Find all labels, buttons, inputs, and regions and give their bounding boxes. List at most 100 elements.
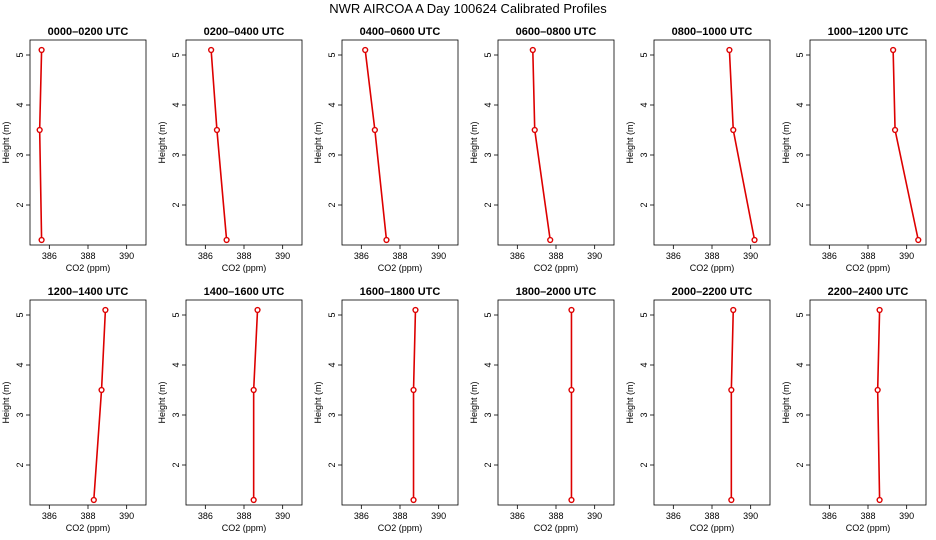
data-point [876,496,883,504]
panel-title: 2200–2400 UTC [828,286,909,298]
x-axis-label: CO2 (ppm) [378,523,423,533]
panel-title: 2000–2200 UTC [672,286,753,298]
y-tick-label: 4 [171,102,181,107]
x-tick-label: 390 [587,251,602,261]
x-axis-label: CO2 (ppm) [378,263,423,273]
panel-title: 0000–0200 UTC [48,26,129,38]
x-tick-label: 388 [548,511,563,521]
panel-title: 0200–0400 UTC [204,26,285,38]
x-axis-label: CO2 (ppm) [66,523,111,533]
y-axis-label: Height (m) [625,381,635,423]
y-tick-label: 3 [171,412,181,417]
data-point [98,386,105,394]
y-tick-label: 2 [171,462,181,467]
plot-frame [653,39,771,246]
plot-frame [29,299,147,506]
x-axis-label: CO2 (ppm) [534,263,579,273]
y-tick-label: 4 [795,362,805,367]
data-point [371,126,378,134]
data-point [38,236,45,244]
x-tick-label: 390 [899,251,914,261]
x-tick-label: 388 [704,511,719,521]
data-point [568,306,575,314]
data-point [874,386,881,394]
y-tick-label: 3 [483,152,493,157]
panel-5: 0800–1000 UTC 386 388 390 2 3 4 5 CO2 (ppm) Heigh… [625,26,771,273]
panel-12: 2200–2400 UTC 386 388 390 2 3 4 5 CO2 (ppm) Heigh… [781,286,927,533]
data-point [250,386,257,394]
y-tick-label: 2 [795,462,805,467]
data-point [412,306,419,314]
data-point [102,306,109,314]
x-tick-label: 386 [354,251,369,261]
plot-frame [341,39,459,246]
y-tick-label: 2 [15,202,25,207]
x-tick-label: 388 [80,511,95,521]
data-point [568,386,575,394]
profile-line [892,49,920,241]
x-tick-label: 390 [743,511,758,521]
y-tick-label: 4 [327,102,337,107]
x-tick-label: 386 [42,251,57,261]
panel-title: 1600–1800 UTC [360,286,441,298]
y-tick-label: 4 [639,102,649,107]
y-tick-label: 4 [15,362,25,367]
y-tick-label: 5 [171,312,181,317]
plot-frame [341,299,459,506]
plot-frame [185,39,303,246]
x-tick-label: 386 [822,251,837,261]
y-tick-label: 4 [327,362,337,367]
y-tick-label: 2 [327,462,337,467]
plot-frame [497,39,615,246]
y-tick-label: 4 [483,102,493,107]
data-point [891,126,899,134]
plot-frame [185,299,303,506]
data-point [213,126,221,134]
y-axis-label: Height (m) [781,121,791,163]
x-tick-label: 386 [198,251,213,261]
panel-title: 1800–2000 UTC [516,286,597,298]
data-point [383,236,390,244]
panel-title: 0400–0600 UTC [360,26,441,38]
y-tick-label: 3 [639,412,649,417]
y-tick-label: 5 [795,52,805,57]
x-tick-label: 386 [666,251,681,261]
x-tick-label: 390 [899,511,914,521]
data-point [531,126,538,134]
y-tick-label: 4 [171,362,181,367]
panel-3: 0400–0600 UTC 386 388 390 2 3 4 5 CO2 (ppm) Heigh… [313,26,459,273]
data-point [728,386,735,394]
y-tick-label: 2 [171,202,181,207]
y-tick-label: 4 [795,102,805,107]
data-point [362,46,369,54]
x-tick-label: 388 [236,511,251,521]
panel-7: 1200–1400 UTC 386 388 390 2 3 4 5 CO2 (ppm) Heigh… [1,286,147,533]
y-axis-label: Height (m) [157,381,167,423]
y-axis-label: Height (m) [157,121,167,163]
data-point [254,306,261,314]
y-axis-label: Height (m) [625,121,635,163]
plot-frame [653,299,771,506]
x-tick-label: 388 [860,251,875,261]
x-tick-label: 388 [704,251,719,261]
y-tick-label: 3 [327,152,337,157]
x-axis-label: CO2 (ppm) [690,523,735,533]
y-axis-label: Height (m) [469,121,479,163]
x-tick-label: 390 [431,511,446,521]
figure-title: NWR AIRCOA A Day 100624 Calibrated Profi… [329,1,607,16]
x-tick-label: 390 [587,511,602,521]
data-point [751,236,758,244]
y-axis-label: Height (m) [469,381,479,423]
y-tick-label: 3 [15,152,25,157]
profile-line [93,309,107,501]
data-point [208,46,215,54]
y-tick-label: 5 [171,52,181,57]
y-axis-label: Height (m) [781,381,791,423]
y-tick-label: 5 [795,312,805,317]
plot-frame [497,299,615,506]
x-axis-label: CO2 (ppm) [66,263,111,273]
y-tick-label: 4 [15,102,25,107]
x-tick-label: 388 [236,251,251,261]
plot-frame [809,39,927,246]
y-tick-label: 3 [327,412,337,417]
